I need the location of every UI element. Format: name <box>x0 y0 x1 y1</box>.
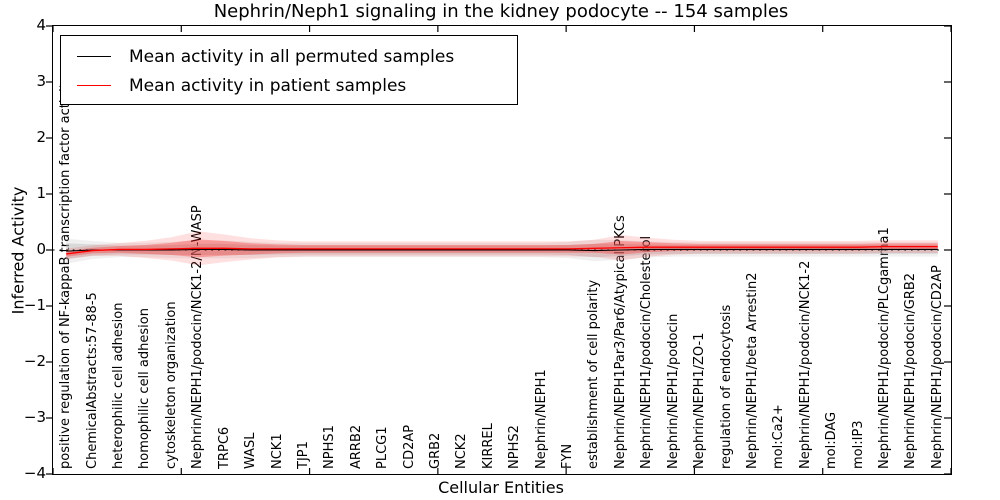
legend-line-sample <box>77 85 111 86</box>
legend-entry-label: Mean activity in all permuted samples <box>129 46 455 67</box>
y-tick-label: −1 <box>23 296 46 314</box>
y-tick-label: −3 <box>23 408 46 426</box>
legend: Mean activity in all permuted samples Mea… <box>60 35 518 105</box>
plot-area: positive regulation of NF-kappaB transcr… <box>46 25 952 475</box>
legend-entry: Mean activity in all permuted samples <box>61 42 517 71</box>
chart-title: Nephrin/Neph1 signaling in the kidney po… <box>213 1 789 22</box>
y-tick-label: 2 <box>36 128 46 146</box>
y-tick-label: 0 <box>36 240 46 258</box>
permuted-mean-line <box>66 248 938 252</box>
chart-canvas <box>46 25 952 475</box>
y-tick-label: 4 <box>36 16 46 34</box>
y-tick-label: 3 <box>36 72 46 90</box>
legend-rows: Mean activity in all permuted samples Mea… <box>61 42 517 100</box>
y-tick-label: 1 <box>36 184 46 202</box>
y-tick-label: −2 <box>23 352 46 370</box>
x-axis-label: Cellular Entities <box>438 478 564 497</box>
patient-mean-line <box>66 245 938 255</box>
y-tick-label: −4 <box>23 464 46 482</box>
legend-line-sample <box>77 56 111 57</box>
legend-entry-label: Mean activity in patient samples <box>129 75 407 96</box>
permuted-band-outer <box>66 238 938 264</box>
legend-entry: Mean activity in patient samples <box>61 71 517 100</box>
